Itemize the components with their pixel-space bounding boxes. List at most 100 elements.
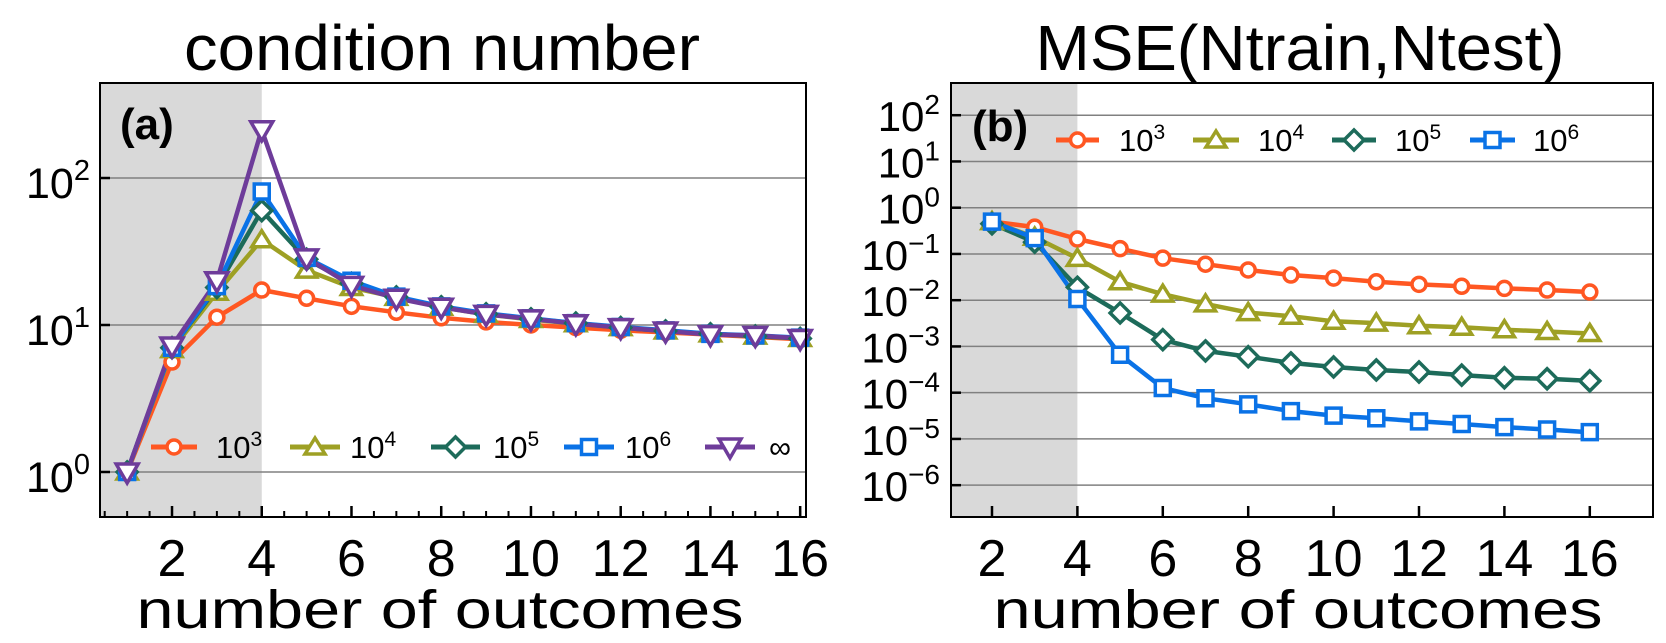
x-tick-label: 2 (158, 530, 187, 588)
data-point (1409, 412, 1429, 431)
x-tick-label: 10 (1305, 530, 1363, 588)
x-tick-label: 4 (1063, 530, 1092, 588)
legend-label: 106 (625, 428, 671, 465)
x-axis-label: number of outcomes (137, 580, 744, 640)
legend-label-base: ∞ (769, 430, 791, 465)
chart-title: condition number (184, 12, 700, 84)
legend-item: 105 (1332, 121, 1441, 158)
legend-diamond-icon (1341, 127, 1367, 153)
y-tick-label-exponent: −5 (908, 413, 940, 444)
legend: 103 104 105 106 ∞ (151, 428, 791, 465)
data-point (1533, 319, 1561, 341)
data-point (1192, 291, 1219, 313)
data-point (1154, 249, 1172, 267)
legend-label-exponent: 4 (1292, 121, 1304, 144)
legend-label-base: 10 (1258, 123, 1292, 158)
y-tick-label: 10−4 (861, 367, 940, 418)
data-point (249, 198, 275, 224)
data-point (113, 462, 142, 487)
data-point (1405, 313, 1433, 335)
legend-triangle-up-icon (1202, 127, 1230, 149)
data-point (1196, 388, 1215, 408)
legend-label-base: 10 (493, 430, 527, 465)
data-point (1448, 314, 1475, 336)
y-tick-label-base: 10 (878, 93, 925, 140)
data-point (1449, 362, 1475, 388)
y-tick-label-exponent: −6 (908, 459, 940, 490)
data-point (1577, 368, 1603, 394)
legend-item: ∞ (705, 430, 791, 465)
y-tick-label-exponent: 2 (924, 89, 940, 120)
data-point (1367, 408, 1386, 428)
panel-label: (a) (120, 100, 174, 149)
data-point (1320, 308, 1347, 331)
data-point (1452, 277, 1471, 296)
x-tick-label: 12 (592, 530, 650, 588)
data-point (651, 321, 680, 346)
data-point (1580, 422, 1600, 442)
data-point (1150, 327, 1176, 353)
legend-label-exponent: 3 (250, 428, 262, 451)
x-axis-label: number of outcomes (994, 580, 1603, 640)
data-point (252, 281, 271, 299)
data-point (1581, 283, 1599, 301)
x-tick-label: 16 (1561, 530, 1619, 588)
legend-item: 104 (1193, 121, 1304, 158)
data-point (382, 288, 411, 313)
legend-item: 106 (564, 428, 671, 465)
y-tick-label-exponent: −4 (908, 367, 940, 398)
x-tick-label: 14 (682, 530, 740, 588)
data-point (1149, 281, 1176, 303)
data-point (1282, 266, 1300, 284)
legend-label-base: 10 (350, 430, 384, 465)
legend-square-icon (579, 437, 599, 457)
series-line-5 (124, 127, 801, 473)
legend-item: 105 (431, 428, 539, 465)
data-point (1277, 303, 1305, 325)
data-point (1491, 317, 1518, 339)
y-tick-label-base: 10 (26, 160, 74, 208)
data-point (208, 308, 226, 326)
data-point (1281, 401, 1301, 421)
x-tick-label: 6 (337, 530, 366, 588)
legend-label: 104 (1258, 121, 1304, 158)
legend: 103 104 105 106 (1056, 121, 1579, 158)
data-point (1111, 239, 1129, 258)
legend-square-icon (1483, 130, 1502, 150)
y-tick-label-base: 10 (861, 278, 908, 325)
data-point (1576, 321, 1603, 343)
data-point (982, 212, 1002, 231)
y-tick-label: 10−2 (861, 274, 940, 325)
y-tick-label-exponent: 1 (74, 302, 90, 334)
legend-label-exponent: 5 (527, 428, 539, 451)
data-point (1538, 281, 1556, 299)
data-point (248, 227, 275, 249)
y-tick-label-base: 10 (878, 139, 925, 186)
legend-label: 105 (1395, 121, 1441, 158)
data-point (516, 309, 545, 334)
legend-label-exponent: 5 (1429, 121, 1441, 144)
series-markers-5 (113, 119, 815, 487)
data-point (1363, 310, 1390, 332)
data-point (1235, 344, 1261, 370)
data-point (1324, 406, 1343, 425)
legend-item: 103 (151, 428, 262, 465)
data-point (1107, 300, 1133, 326)
data-point (247, 119, 276, 145)
y-tick-label: 10−5 (861, 413, 940, 464)
data-point (1193, 338, 1218, 364)
legend-label-exponent: 3 (1153, 121, 1165, 144)
x-tick-label: 2 (978, 530, 1007, 588)
data-point (1324, 269, 1343, 287)
data-point (1196, 255, 1215, 273)
data-point (202, 271, 231, 296)
y-tick-label: 100 (878, 182, 940, 233)
y-tick-label: 101 (26, 302, 90, 355)
legend-item: 103 (1056, 121, 1165, 158)
y-tick-label-base: 10 (26, 307, 74, 355)
data-point (1495, 279, 1514, 298)
data-point (292, 248, 321, 273)
legend-label-exponent: 4 (384, 428, 396, 451)
data-point (1410, 275, 1428, 294)
data-point (1106, 269, 1134, 291)
